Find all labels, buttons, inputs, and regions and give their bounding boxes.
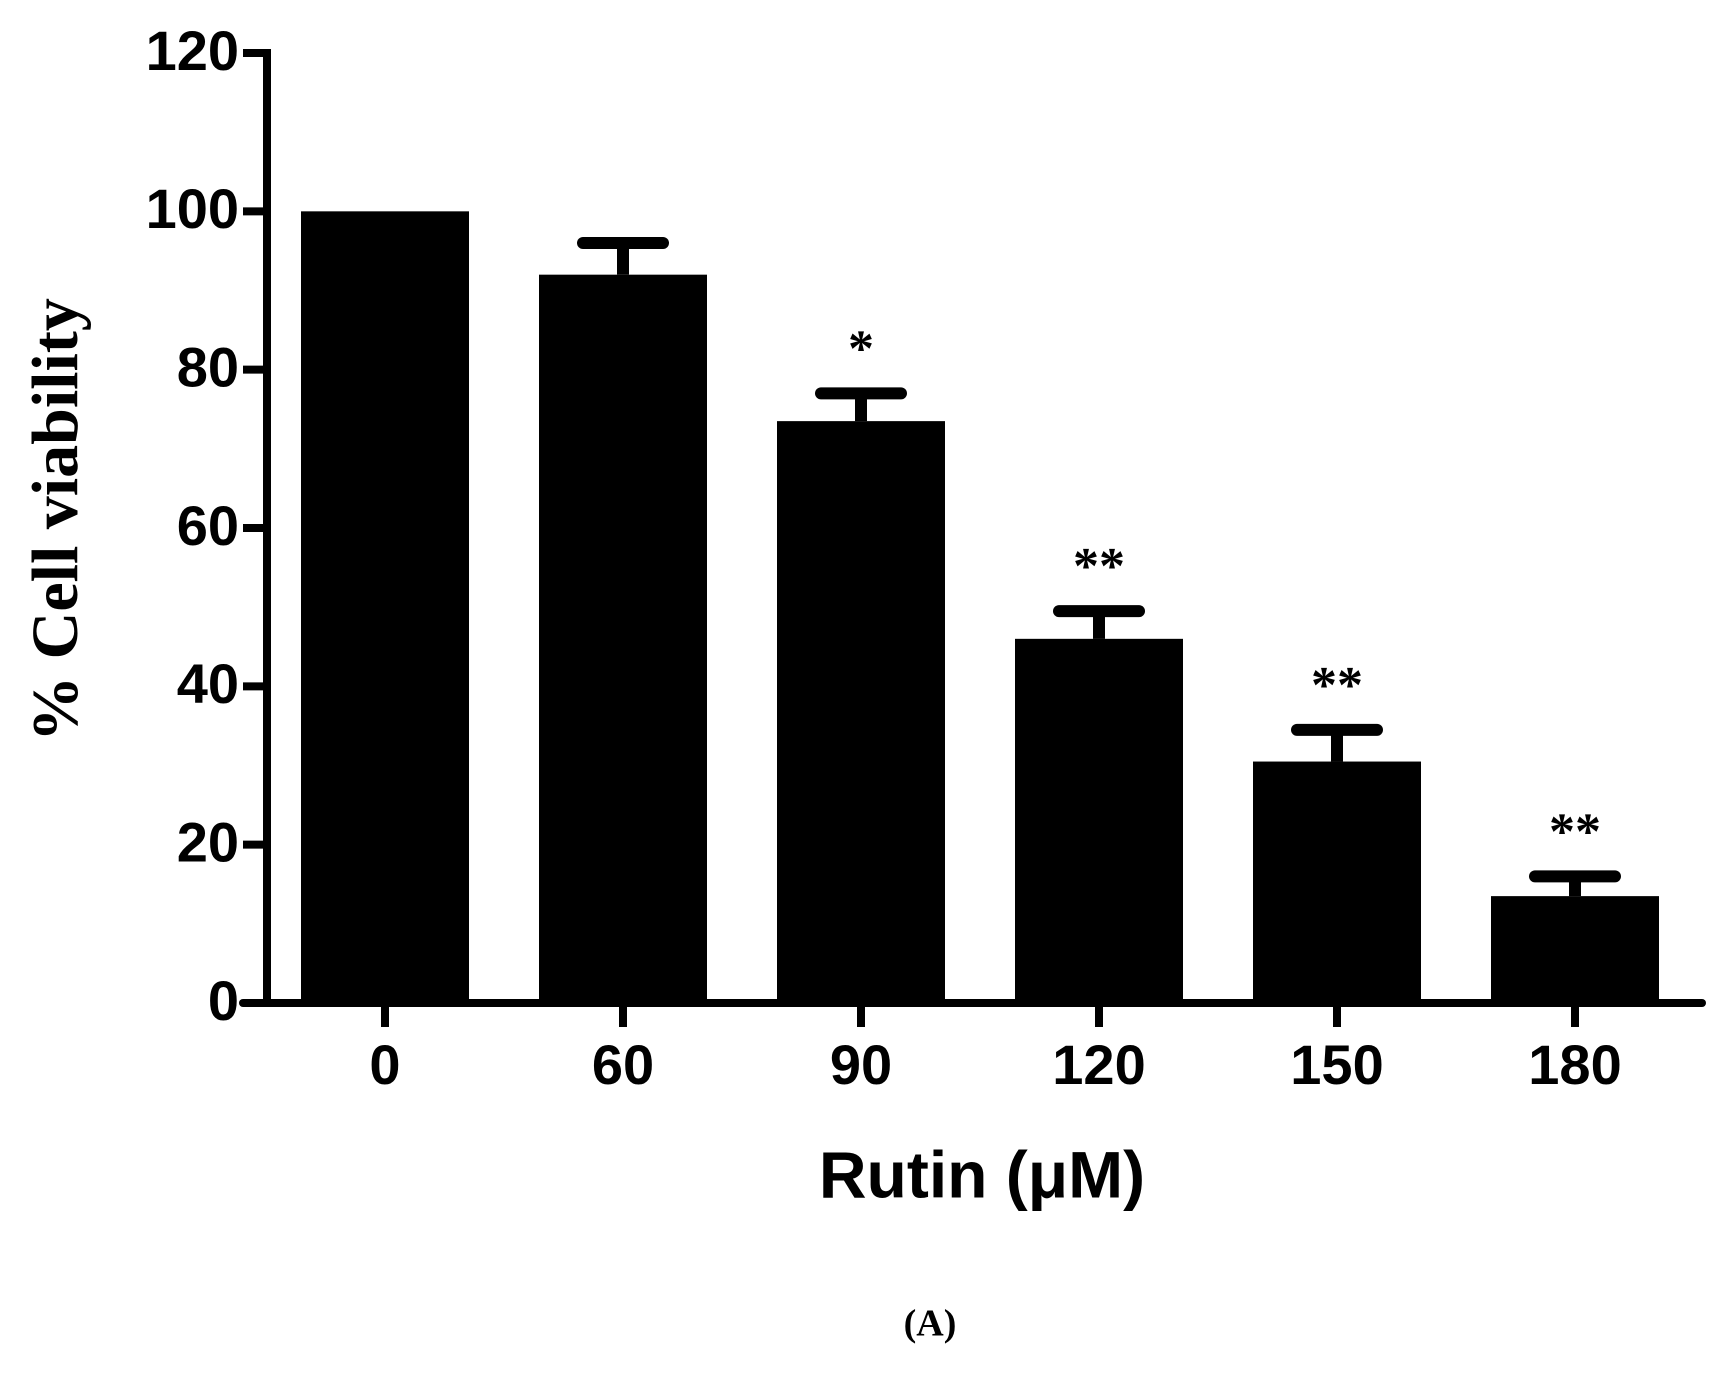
significance-label: ** bbox=[1311, 657, 1363, 714]
x-tick-label: 60 bbox=[592, 1033, 654, 1096]
y-tick-label: 0 bbox=[208, 969, 239, 1032]
bar bbox=[1015, 638, 1183, 1003]
significance-label: ** bbox=[1549, 803, 1601, 860]
y-tick-label: 40 bbox=[177, 652, 239, 715]
x-tick-label: 90 bbox=[830, 1033, 892, 1096]
significance-label: * bbox=[848, 320, 874, 377]
y-tick-label: 120 bbox=[146, 19, 239, 82]
x-tick-label: 120 bbox=[1052, 1033, 1145, 1096]
x-tick-label: 150 bbox=[1290, 1033, 1383, 1096]
y-axis-label: % Cell viability bbox=[19, 298, 92, 742]
y-tick-label: 20 bbox=[177, 810, 239, 873]
panel-label: (A) bbox=[904, 1303, 957, 1345]
bar bbox=[1491, 896, 1659, 1003]
y-tick-label: 60 bbox=[177, 494, 239, 557]
x-tick-label: 0 bbox=[369, 1033, 400, 1096]
bar bbox=[539, 274, 707, 1004]
significance-label: ** bbox=[1073, 538, 1125, 595]
y-tick-label: 80 bbox=[177, 335, 239, 398]
y-tick-label: 100 bbox=[146, 177, 239, 240]
x-axis-label: Rutin (μM) bbox=[819, 1137, 1145, 1211]
x-tick-label: 180 bbox=[1528, 1033, 1621, 1096]
bar bbox=[777, 421, 945, 1003]
bar bbox=[1253, 761, 1421, 1003]
bar bbox=[301, 211, 469, 1004]
